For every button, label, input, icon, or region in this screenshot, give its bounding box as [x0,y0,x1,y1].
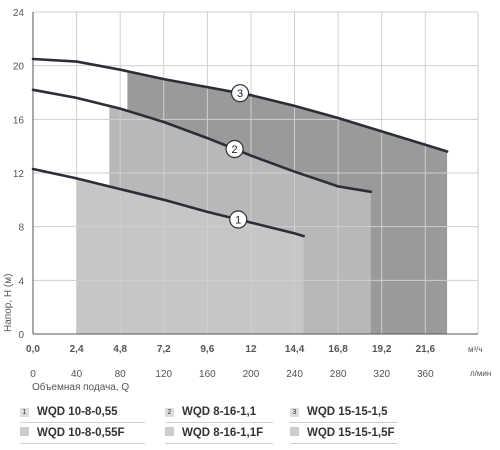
legend-swatch [165,427,174,436]
legend-label: WQD 10-8-0,55 [37,406,118,418]
x-tick-label-lmin: 160 [199,369,216,380]
legend-swatch [20,427,29,436]
x-tick-label-lmin: 80 [115,369,127,380]
legend-number-badge: 2 [165,408,174,417]
curve-tag-circle [225,139,244,159]
x-tick-label-m3h: 21,6 [416,344,436,355]
x-tick-label-m3h: 19,2 [372,344,392,355]
x-tick-label-lmin: 120 [155,369,172,380]
x-unit-top: м³/ч [468,345,483,354]
x-tick-label-lmin: 0 [30,369,36,380]
legend-divider [20,422,145,423]
y-tick-label: 24 [13,8,25,19]
legend-item-2f: WQD 8-16-1,1F [165,427,263,439]
legend-item-2: 2 WQD 8-16-1,1 [165,406,256,418]
x-unit-bottom: л/мин [470,369,491,378]
legend-label: WQD 10-8-0,55F [37,427,125,439]
x-tick-label-m3h: 9,6 [200,344,214,355]
legend-divider [165,422,273,423]
series-line-3 [31,57,449,153]
x-tick-label-m3h: 12 [245,344,257,355]
legend-label: WQD 15-15-1,5F [307,427,395,439]
curve-tag-label: 2 [232,144,238,156]
legend-divider [20,443,145,444]
legend-number-badge: 1 [20,408,29,417]
x-axis-label: Объемная подача, Q [32,381,129,393]
legend-label: WQD 8-16-1,1 [182,406,257,418]
y-tick-label: 12 [13,169,25,180]
x-tick-label-m3h: 2,4 [70,344,84,355]
y-tick-label: 4 [18,276,24,287]
legend-divider [290,422,398,423]
curve-tag-label: 1 [235,215,241,227]
legend-number-badge: 3 [290,408,299,417]
x-tick-label-lmin: 320 [373,369,390,380]
legend-item-1: 1 WQD 10-8-0,55 [20,406,118,418]
x-tick-label-lmin: 200 [243,369,260,380]
legend: 1 WQD 10-8-0,55 2 WQD 8-16-1,1 3 WQD 15-15-… [0,400,500,450]
y-tick-label: 0 [18,330,24,341]
legend-item-3f: WQD 15-15-1,5F [290,427,395,439]
x-tick-label-m3h: 16,8 [328,344,348,355]
y-tick-label: 20 [13,62,25,73]
curve-tag-circle [229,210,248,229]
y-tick-label: 16 [13,115,25,126]
series-line-2 [31,88,373,194]
x-tick-label-lmin: 240 [286,369,303,380]
curve-tag-circle [230,84,250,103]
x-tick-label-m3h: 4,8 [113,344,127,355]
y-axis-label: Напор, Н (м) [3,274,14,332]
x-tick-label-m3h: 7,2 [157,344,171,355]
x-tick-label-lmin: 360 [417,369,434,380]
y-tick-label: 8 [18,223,24,234]
legend-label: WQD 15-15-1,5 [307,406,388,418]
x-tick-label-m3h: 0,0 [26,344,40,355]
x-tick-label-m3h: 14,4 [285,344,305,355]
legend-item-1f: WQD 10-8-0,55F [20,427,125,439]
legend-swatch [290,427,299,436]
curve-tag-label: 3 [237,88,243,100]
x-tick-label-lmin: 280 [330,369,347,380]
x-tick-label-lmin: 40 [71,369,83,380]
legend-item-3: 3 WQD 15-15-1,5 [290,406,388,418]
legend-label: WQD 8-16-1,1F [182,427,264,439]
legend-divider [165,443,273,444]
operating-range-1 [76,178,304,334]
legend-divider [290,443,398,444]
series-line-1 [31,167,305,238]
